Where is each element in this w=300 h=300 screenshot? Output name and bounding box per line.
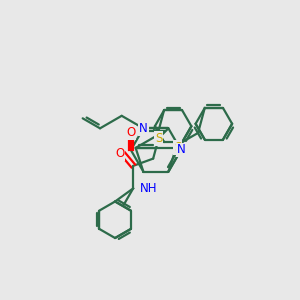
Text: O: O [126,126,136,139]
Text: N: N [176,143,185,157]
Text: N: N [139,122,148,135]
Text: S: S [174,141,181,154]
Text: S: S [155,132,162,145]
Text: O: O [115,147,124,160]
Text: NH: NH [140,182,157,195]
